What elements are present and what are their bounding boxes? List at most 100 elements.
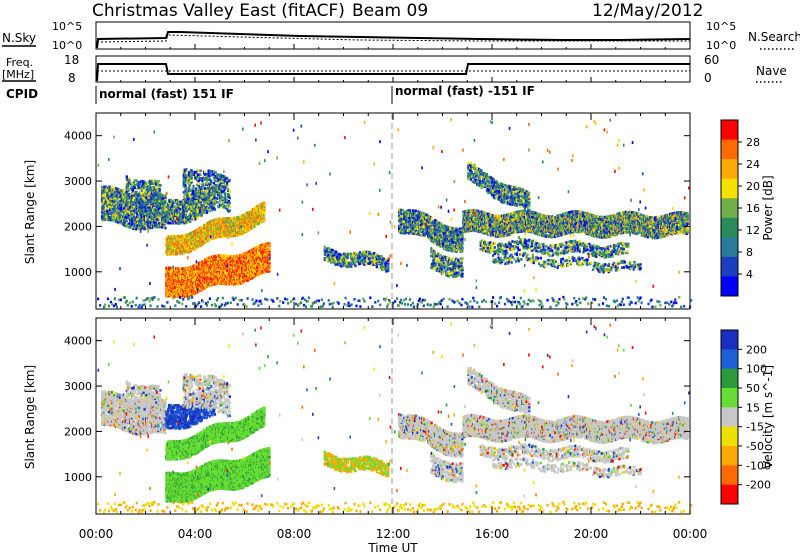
power-cell (247, 213, 250, 217)
power-cell (170, 200, 173, 203)
power-cell (185, 208, 188, 212)
power-cell (179, 203, 182, 206)
power-cell (131, 198, 135, 202)
cpid-segment-1: normal (fast) 151 IF (99, 87, 234, 101)
power-cell (102, 185, 105, 189)
power-cell (152, 220, 156, 224)
power-cell (133, 186, 136, 190)
power-cell (147, 202, 150, 206)
power-cell (130, 223, 134, 226)
power-cell (124, 223, 127, 226)
power-cell (150, 211, 153, 214)
power-cell (132, 196, 136, 200)
power-cell (123, 196, 127, 199)
power-cell (211, 208, 214, 212)
power-cell (144, 197, 147, 201)
power-cell (168, 215, 172, 218)
power-cell (155, 198, 159, 202)
power-cell (138, 186, 141, 189)
power-cell (164, 226, 167, 230)
power-cell (113, 203, 116, 206)
power-cell (164, 193, 167, 197)
power-cell (196, 214, 199, 217)
power-cell (155, 186, 159, 189)
power-cell (108, 216, 112, 219)
power-cell (175, 209, 179, 212)
beam-label: Beam 09 (352, 1, 428, 21)
frequency-strip: Freq. [MHz] 18 8 60 0 Nave (2, 53, 787, 85)
nave-label: Nave (756, 64, 787, 78)
power-cell (110, 211, 113, 214)
power-cell (104, 208, 107, 211)
power-cell (130, 192, 133, 196)
power-cell (143, 191, 146, 195)
power-cell (204, 207, 207, 210)
power-cell (262, 213, 265, 216)
power-cell (184, 245, 187, 248)
power-cell (136, 201, 139, 204)
power-cell (208, 209, 211, 213)
power-cell (166, 215, 169, 219)
power-cell (188, 236, 191, 240)
power-cell (121, 189, 124, 193)
power-cell (193, 211, 196, 215)
noise-sky-trace (96, 31, 691, 49)
noise-right-label: N.Search (748, 30, 800, 44)
power-cell (127, 183, 130, 187)
power-cell (150, 192, 153, 196)
noise-left-tick-bottom: 10^0 (52, 39, 82, 52)
power-cells (96, 117, 693, 309)
power-cell (198, 210, 202, 213)
power-cell (182, 205, 186, 208)
power-cell (184, 211, 187, 214)
power-cell (182, 213, 185, 216)
power-cell (206, 238, 210, 241)
power-cell (208, 238, 211, 242)
power-cell (100, 189, 104, 193)
power-cell (158, 192, 161, 196)
power-cell (137, 198, 140, 202)
power-cell (155, 189, 158, 193)
power-cell (145, 196, 148, 200)
power-cell (104, 193, 107, 196)
power-cell (123, 221, 127, 225)
freq-right-tick-top: 60 (704, 53, 719, 67)
power-cell (156, 213, 159, 216)
power-cell (131, 188, 135, 192)
power-cell (135, 179, 138, 183)
power-cell (160, 204, 164, 207)
power-cell (102, 199, 105, 203)
power-cell (148, 192, 151, 196)
power-cell (136, 183, 139, 187)
power-cell (189, 220, 192, 223)
power-cell (126, 210, 129, 213)
power-cell (121, 201, 124, 204)
power-cell (199, 200, 202, 204)
power-cell (205, 211, 209, 214)
power-cell (236, 228, 239, 232)
power-cell (190, 249, 193, 253)
power-cell (113, 189, 116, 192)
freq-left-tick-bottom: 8 (68, 71, 76, 85)
power-cell (145, 203, 148, 206)
power-cell (145, 182, 148, 186)
freq-label-1: Freq. (6, 56, 33, 69)
power-cell (115, 203, 118, 207)
power-cell (113, 218, 116, 221)
power-cell (152, 202, 155, 206)
freq-left-tick-top: 18 (64, 53, 79, 67)
power-cell (168, 221, 172, 225)
power-cell (156, 191, 159, 194)
power-cell (137, 205, 140, 208)
power-cell (115, 200, 119, 203)
power-cell (154, 179, 157, 183)
power-cell (198, 239, 201, 243)
noise-right-tick-bottom: 10^0 (706, 39, 736, 52)
power-cell (263, 201, 266, 205)
power-cell (141, 218, 144, 222)
power-cell (148, 226, 151, 230)
power-cell (157, 192, 160, 196)
power-cell (149, 208, 152, 212)
power-cell (169, 236, 172, 240)
power-cell (158, 221, 161, 225)
